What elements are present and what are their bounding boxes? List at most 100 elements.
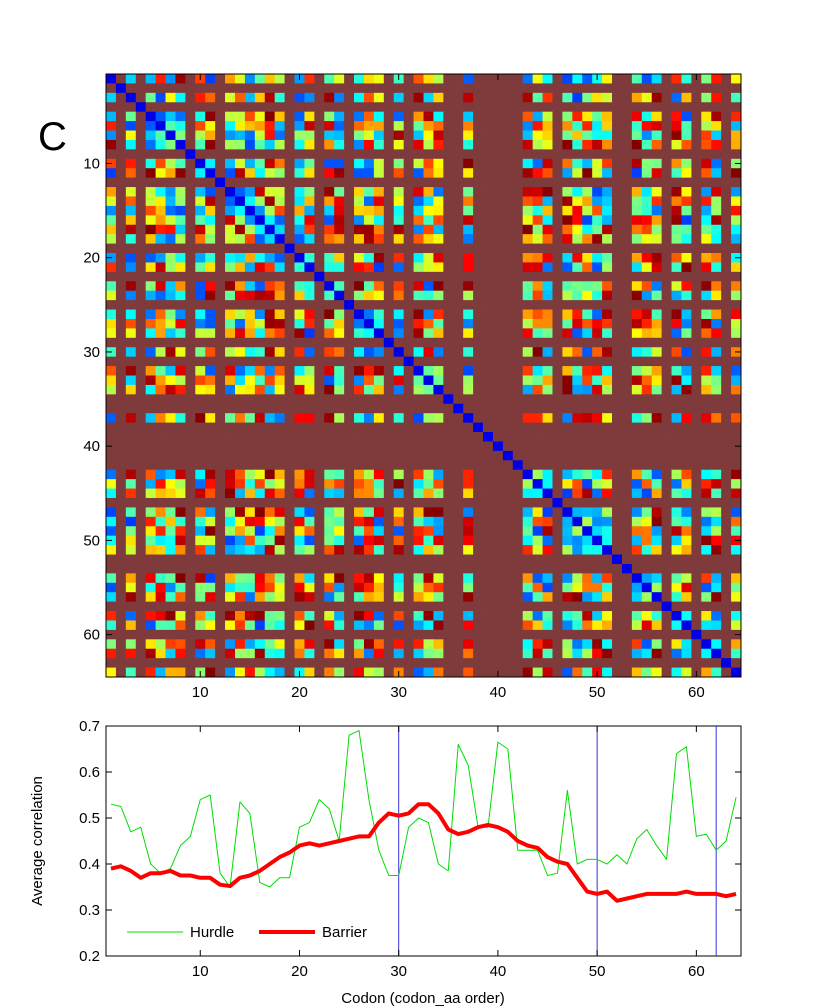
- heatmap-cell: [413, 479, 424, 489]
- heatmap-cell: [453, 196, 464, 207]
- heatmap-cell: [443, 460, 454, 471]
- heatmap-cell: [314, 177, 325, 188]
- heatmap-cell: [621, 667, 633, 678]
- heatmap-cell: [244, 205, 256, 216]
- heatmap-cell: [334, 83, 345, 94]
- heatmap-cell: [215, 460, 226, 471]
- heatmap-cell: [463, 187, 474, 197]
- heatmap-cell: [681, 384, 692, 395]
- heatmap-cell: [115, 74, 127, 84]
- heatmap-cell: [502, 620, 514, 631]
- heatmap-cell: [274, 667, 285, 678]
- heatmap-cell: [483, 648, 494, 659]
- heatmap-cell: [612, 130, 623, 141]
- heatmap-cell: [582, 488, 593, 499]
- heatmap-cell: [542, 639, 553, 650]
- heatmap-cell: [721, 639, 732, 650]
- heatmap-cell: [314, 479, 325, 489]
- heatmap-cell: [731, 384, 742, 395]
- heatmap-cell: [205, 92, 216, 103]
- heatmap-cell: [602, 366, 613, 376]
- heatmap-cell: [721, 309, 732, 320]
- heatmap-cell: [244, 554, 256, 565]
- heatmap-cell: [334, 535, 345, 546]
- heatmap-cell: [592, 328, 603, 339]
- heatmap-cell: [413, 394, 424, 405]
- heatmap-cell: [175, 658, 186, 668]
- heatmap-cell: [294, 149, 305, 160]
- heatmap-cell: [334, 224, 345, 235]
- heatmap-cell: [423, 366, 434, 376]
- heatmap-cell: [205, 667, 216, 678]
- heatmap-cell: [264, 168, 276, 179]
- heatmap-cell: [621, 111, 633, 122]
- heatmap-cell: [651, 366, 663, 376]
- heatmap-cell: [165, 658, 176, 668]
- heatmap-cell: [602, 130, 613, 141]
- heatmap-cell: [115, 139, 127, 150]
- heatmap-cell: [483, 450, 494, 461]
- heatmap-cell: [721, 187, 732, 197]
- heatmap-cell: [383, 667, 395, 678]
- heatmap-cell: [106, 413, 117, 424]
- heatmap-cell: [254, 130, 266, 141]
- heatmap-cell: [274, 205, 285, 216]
- heatmap-cell: [215, 243, 226, 254]
- heatmap-cell: [512, 648, 524, 659]
- heatmap-cell: [205, 205, 216, 216]
- heatmap-cell: [175, 177, 186, 188]
- heatmap-cell: [175, 309, 186, 320]
- heatmap-cell: [383, 639, 395, 650]
- heatmap-cell: [294, 563, 305, 574]
- heatmap-cell: [691, 384, 702, 395]
- heatmap-cell: [512, 158, 524, 169]
- heatmap-cell: [125, 215, 137, 226]
- heatmap-cell: [651, 168, 663, 179]
- heatmap-cell: [135, 356, 147, 367]
- heatmap-cell: [443, 253, 454, 263]
- heatmap-cell: [155, 394, 166, 405]
- heatmap-cell: [612, 667, 623, 678]
- heatmap-cell: [542, 92, 553, 103]
- heatmap-cell: [284, 488, 295, 499]
- heatmap-cell: [234, 234, 246, 244]
- heatmap-cell: [264, 356, 276, 367]
- heatmap-cell: [572, 196, 583, 207]
- heatmap-cell: [621, 139, 633, 150]
- heatmap-cell: [641, 441, 653, 452]
- heatmap-cell: [572, 629, 583, 640]
- heatmap-cell: [294, 187, 305, 197]
- heatmap-cell: [572, 563, 583, 574]
- heatmap-cell: [512, 639, 524, 650]
- heatmap-cell: [185, 601, 196, 612]
- heatmap-cell: [304, 592, 315, 603]
- heatmap-cell: [413, 667, 424, 678]
- heatmap-cell: [483, 130, 494, 141]
- heatmap-x-tick-label: 20: [291, 684, 308, 701]
- heatmap-cell: [453, 488, 464, 499]
- heatmap-cell: [344, 318, 355, 329]
- heatmap-cell: [254, 611, 266, 621]
- heatmap-cell: [284, 554, 295, 565]
- heatmap-cell: [463, 328, 474, 339]
- heatmap-cell: [205, 121, 216, 131]
- heatmap-cell: [363, 563, 375, 574]
- heatmap-cell: [661, 545, 672, 555]
- heatmap-cell: [135, 337, 147, 348]
- heatmap-cell: [582, 582, 593, 593]
- heatmap-cell: [582, 516, 593, 527]
- heatmap-frame: [105, 73, 742, 678]
- heatmap-cell: [195, 224, 206, 235]
- heatmap-cell: [135, 554, 147, 565]
- heatmap-cell: [631, 629, 643, 640]
- heatmap-cell: [294, 629, 305, 640]
- heatmap-cell: [532, 469, 543, 480]
- heatmap-cell: [244, 413, 256, 424]
- heatmap-cell: [393, 290, 405, 301]
- heatmap-cell: [413, 281, 424, 292]
- heatmap-cell: [125, 300, 137, 310]
- heatmap-cell: [423, 469, 434, 480]
- heatmap-cell: [135, 215, 147, 226]
- heatmap-cell: [681, 403, 692, 414]
- heatmap-cell: [234, 403, 246, 414]
